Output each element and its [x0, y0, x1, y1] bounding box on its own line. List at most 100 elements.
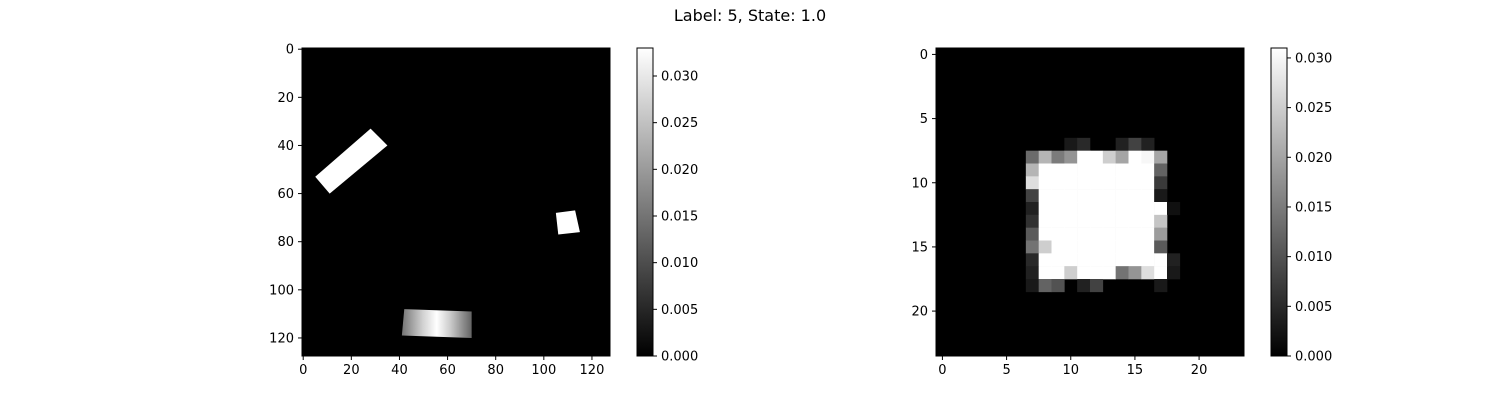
heatmap-blob — [555, 210, 580, 235]
heatmap-cell — [1077, 214, 1091, 228]
heatmap-cell — [1025, 214, 1039, 228]
heatmap-cell — [1128, 137, 1142, 151]
y-tick-label: 60 — [277, 187, 294, 202]
heatmap-cell — [1141, 266, 1155, 280]
heatmap-cell — [1051, 266, 1065, 280]
x-tick-label: 10 — [1062, 363, 1079, 378]
y-tick-label: 120 — [269, 331, 294, 346]
heatmap-cell — [1141, 163, 1155, 177]
heatmap-cell — [1077, 189, 1091, 203]
heatmap-cell — [1102, 189, 1116, 203]
colorbar-tick-label: 0.015 — [661, 210, 698, 225]
heatmap-cell — [1025, 176, 1039, 190]
heatmap-cell — [1025, 227, 1039, 241]
left-heatmap-panel: 0 20 40 60 80 100 120 0 20 40 60 80 100 120 0.000 0.005… — [269, 43, 698, 378]
x-tick-label: 0 — [938, 363, 946, 378]
heatmap-cell — [1115, 240, 1129, 254]
heatmap-cell — [1025, 240, 1039, 254]
heatmap-cell — [1051, 227, 1065, 241]
heatmap-cell — [1077, 137, 1091, 151]
heatmap-background — [302, 48, 610, 356]
heatmap-cell — [1141, 137, 1155, 151]
heatmap-cell — [1141, 214, 1155, 228]
x-tick-label: 20 — [343, 363, 360, 378]
heatmap-cell — [1102, 176, 1116, 190]
heatmap-cell — [1167, 266, 1181, 280]
heatmap-cell — [1128, 202, 1142, 216]
colorbar-tick-label: 0.015 — [1295, 200, 1332, 215]
heatmap-cell — [1038, 150, 1052, 164]
heatmap-cell — [1090, 253, 1104, 267]
heatmap-cell — [1115, 150, 1129, 164]
heatmap-cell — [1077, 150, 1091, 164]
heatmap-cell — [1077, 240, 1091, 254]
heatmap-cell — [1102, 266, 1116, 280]
x-tick-label: 120 — [580, 363, 605, 378]
colorbar-tick-label: 0.030 — [661, 70, 698, 85]
heatmap-cell — [1025, 163, 1039, 177]
heatmap-cell — [1090, 279, 1104, 293]
heatmap-cell — [1141, 227, 1155, 241]
right-heatmap-panel: 0 5 10 15 20 0 5 10 15 20 0.000 0.005 0.010 0.015 0.02… — [911, 47, 1332, 378]
heatmap-cell — [1038, 266, 1052, 280]
heatmap-cell — [1090, 227, 1104, 241]
heatmap-cell — [1128, 150, 1142, 164]
heatmap-cell — [1038, 189, 1052, 203]
heatmap-cell — [1115, 253, 1129, 267]
heatmap-cell — [1025, 279, 1039, 293]
heatmap-cell — [1064, 214, 1078, 228]
heatmap-blob — [315, 128, 388, 194]
y-tick-label: 100 — [269, 283, 294, 298]
heatmap-cell — [1064, 266, 1078, 280]
heatmap-cell — [1154, 227, 1168, 241]
heatmap-cell — [1115, 189, 1129, 203]
heatmap-cell — [1025, 202, 1039, 216]
colorbar-tick-label: 0.005 — [661, 303, 698, 318]
heatmap-cell — [1077, 279, 1091, 293]
y-tick-label: 40 — [277, 139, 294, 154]
heatmap-cell — [1141, 176, 1155, 190]
heatmap-cell — [1077, 253, 1091, 267]
heatmap-cell — [1025, 253, 1039, 267]
heatmap-cell — [1090, 266, 1104, 280]
colorbar-tick-label: 0.010 — [661, 256, 698, 271]
heatmap-cell — [1115, 227, 1129, 241]
heatmap-cell — [1141, 202, 1155, 216]
heatmap-cell — [1128, 253, 1142, 267]
heatmap-cell — [1115, 176, 1129, 190]
heatmap-cell — [1115, 163, 1129, 177]
heatmap-cell — [1102, 202, 1116, 216]
heatmap-cell — [1064, 189, 1078, 203]
heatmap-cell — [1077, 227, 1091, 241]
heatmap-cell — [1077, 266, 1091, 280]
y-tick-label: 5 — [920, 112, 928, 127]
heatmap-cell — [1051, 176, 1065, 190]
x-tick-label: 100 — [531, 363, 556, 378]
colorbar — [636, 47, 654, 357]
heatmap-cell — [1141, 240, 1155, 254]
colorbar-tick-label: 0.000 — [661, 350, 698, 365]
heatmap-cell — [1154, 163, 1168, 177]
heatmap-blob — [401, 309, 472, 338]
colorbar-tick-label: 0.005 — [1295, 300, 1332, 315]
heatmap-cell — [1064, 150, 1078, 164]
x-tick-label: 80 — [487, 363, 504, 378]
x-tick-label: 60 — [439, 363, 456, 378]
heatmap-cell — [1090, 163, 1104, 177]
y-tick-label: 15 — [911, 240, 928, 255]
y-tick-label: 20 — [911, 305, 928, 320]
heatmap-cell — [1090, 176, 1104, 190]
heatmap-cell — [1051, 253, 1065, 267]
heatmap-cell — [1141, 189, 1155, 203]
x-tick-label: 40 — [391, 363, 408, 378]
heatmap-cell — [1064, 137, 1078, 151]
heatmap-cell — [1154, 253, 1168, 267]
heatmap-cell — [1102, 227, 1116, 241]
heatmap-cell — [1128, 163, 1142, 177]
heatmap-cell — [1038, 240, 1052, 254]
axes-frame — [301, 47, 611, 357]
x-tick-label: 20 — [1191, 363, 1208, 378]
heatmap-cell — [1167, 253, 1181, 267]
heatmap-cell — [1128, 189, 1142, 203]
